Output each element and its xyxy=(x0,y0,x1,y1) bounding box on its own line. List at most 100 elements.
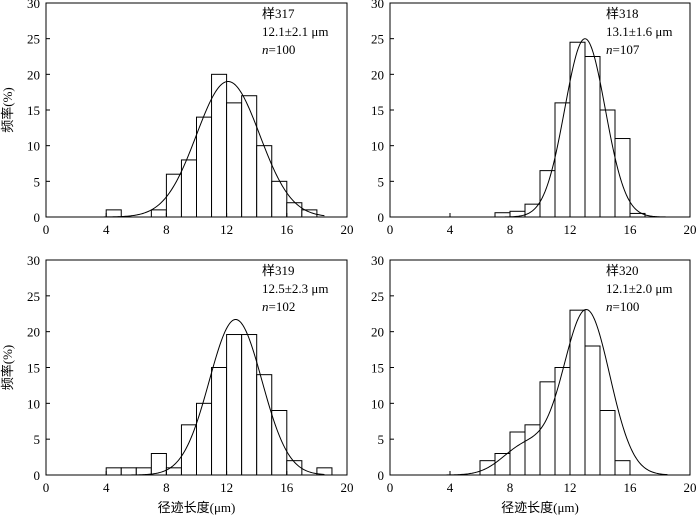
y-tick-label: 20 xyxy=(371,67,384,82)
x-tick-label: 16 xyxy=(624,480,638,495)
x-tick-label: 0 xyxy=(387,222,394,237)
y-axis-label: 频率(%) xyxy=(0,87,15,133)
x-tick-label: 16 xyxy=(280,222,294,237)
x-tick-label: 12 xyxy=(564,222,577,237)
y-tick-label: 10 xyxy=(371,396,384,411)
y-tick-label: 25 xyxy=(27,32,40,47)
y-tick-label: 20 xyxy=(371,325,384,340)
x-tick-label: 12 xyxy=(564,480,577,495)
histogram-panel-4: 0 4 8 12 16 20 0 5 10 15 20 25 30 样320 12.1±2.0 μm n=10… xyxy=(371,253,697,515)
histogram-bar xyxy=(569,41,586,218)
y-tick-label: 0 xyxy=(378,210,385,225)
x-tick-label: 16 xyxy=(280,480,294,495)
histogram-bar xyxy=(105,209,122,218)
sample-label: 样319 xyxy=(262,263,295,278)
y-tick-label: 5 xyxy=(378,174,385,189)
histogram-bar xyxy=(196,402,213,476)
x-tick-label: 20 xyxy=(684,480,697,495)
y-tick-label: 25 xyxy=(27,289,40,304)
y-tick-label: 20 xyxy=(27,325,40,340)
histogram-bar xyxy=(494,453,511,476)
fit-curve xyxy=(420,308,668,476)
histogram-bar xyxy=(105,467,122,476)
count-label: n=102 xyxy=(262,299,295,314)
histogram-bar xyxy=(271,180,288,218)
x-tick-label: 0 xyxy=(43,222,50,237)
x-tick-label: 4 xyxy=(103,222,110,237)
x-tick-label: 8 xyxy=(507,480,514,495)
y-axis-label: 频率(%) xyxy=(0,345,15,391)
stat-label: 12.1±2.0 μm xyxy=(606,281,672,296)
histogram-bar xyxy=(554,367,571,476)
x-axis-label: 径迹长度(μm) xyxy=(501,500,579,515)
x-tick-label: 0 xyxy=(43,480,50,495)
histogram-bar xyxy=(196,116,213,218)
stat-label: 12.1±2.1 μm xyxy=(262,24,328,39)
histogram-bar xyxy=(120,467,137,476)
x-tick-label: 0 xyxy=(387,480,394,495)
histogram-bar xyxy=(286,460,303,476)
histogram-bar xyxy=(509,431,526,476)
histogram-bar xyxy=(211,367,228,476)
x-tick-label: 8 xyxy=(507,222,514,237)
y-tick-label: 0 xyxy=(34,210,41,225)
x-tick-label: 20 xyxy=(684,222,697,237)
y-tick-label: 30 xyxy=(27,0,40,11)
x-tick-label: 20 xyxy=(341,480,354,495)
histogram-bar xyxy=(150,209,167,218)
y-tick-label: 15 xyxy=(371,361,384,376)
histogram-bar xyxy=(226,334,243,476)
histogram-bar xyxy=(180,159,197,218)
sample-label: 样318 xyxy=(606,6,639,21)
histogram-panel-2: 0 4 8 12 16 20 0 5 10 15 20 25 30 样318 13.1±1.6 μm n=10… xyxy=(371,0,697,237)
y-tick-label: 10 xyxy=(371,139,384,154)
y-tick-label: 5 xyxy=(34,174,41,189)
stat-label: 13.1±1.6 μm xyxy=(606,24,672,39)
y-tick-label: 0 xyxy=(34,468,41,483)
y-tick-label: 5 xyxy=(34,432,41,447)
histogram-bar xyxy=(599,410,616,476)
x-tick-label: 4 xyxy=(447,222,454,237)
histogram-bar xyxy=(539,170,556,218)
y-tick-label: 20 xyxy=(27,67,40,82)
y-tick-label: 25 xyxy=(371,32,384,47)
y-tick-label: 0 xyxy=(378,468,385,483)
histogram-bar xyxy=(226,102,243,218)
x-tick-label: 8 xyxy=(163,222,170,237)
histogram-bar xyxy=(211,73,228,218)
x-tick-label: 4 xyxy=(447,480,454,495)
x-tick-label: 20 xyxy=(341,222,354,237)
stat-label: 12.5±2.3 μm xyxy=(262,281,328,296)
count-label: n=100 xyxy=(262,42,295,57)
x-tick-label: 4 xyxy=(103,480,110,495)
histogram-bar xyxy=(584,56,601,218)
histogram-bar xyxy=(256,145,273,218)
y-tick-label: 10 xyxy=(27,139,40,154)
histogram-bar xyxy=(241,95,258,218)
histogram-bar xyxy=(584,345,601,476)
y-tick-label: 30 xyxy=(27,253,40,268)
x-tick-label: 12 xyxy=(220,222,233,237)
y-tick-label: 5 xyxy=(378,432,385,447)
histogram-bar xyxy=(599,109,616,218)
histogram-bar xyxy=(150,453,167,476)
histogram-bar xyxy=(614,138,631,218)
y-tick-label: 25 xyxy=(371,289,384,304)
y-tick-label: 30 xyxy=(371,0,384,11)
count-label: n=100 xyxy=(606,299,639,314)
histogram-panel-3: 0 4 8 12 16 20 0 5 10 15 20 25 30 样319 12.5±2.3 μm n=10… xyxy=(0,253,354,515)
sample-label: 样320 xyxy=(606,263,639,278)
sample-label: 样317 xyxy=(262,6,295,21)
x-axis-label: 径迹长度(μm) xyxy=(158,500,236,515)
histogram-bar xyxy=(494,212,511,218)
y-tick-label: 15 xyxy=(371,103,384,118)
histogram-panel-1: 0 4 8 12 16 20 0 5 10 15 20 25 30 样317 12.1±2.1 μm n=10… xyxy=(0,0,354,237)
y-tick-label: 10 xyxy=(27,396,40,411)
histogram-bar xyxy=(165,173,182,218)
histogram-bar xyxy=(539,381,556,476)
histogram-bar xyxy=(180,424,197,476)
y-tick-label: 15 xyxy=(27,103,40,118)
histogram-bar xyxy=(614,460,631,476)
x-tick-label: 16 xyxy=(624,222,638,237)
